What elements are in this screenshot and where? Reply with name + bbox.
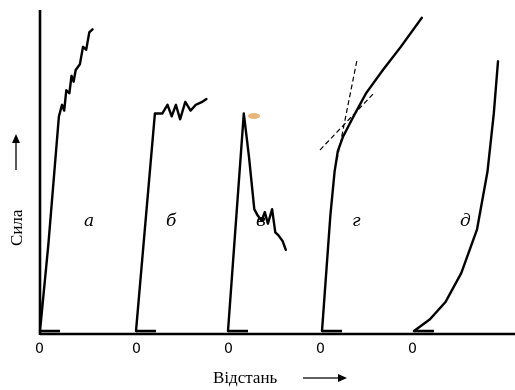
zero-tick-label: 0 — [224, 341, 233, 357]
peak-marker — [248, 113, 260, 119]
curve-g — [320, 16, 423, 333]
zero-tick-label: 0 — [132, 341, 141, 357]
tangent-line-steep — [336, 59, 358, 161]
y-axis-label: Сила — [7, 209, 26, 246]
panel-label-d: д — [460, 211, 471, 231]
panel-label-v: в — [256, 211, 266, 231]
zero-tick-label: 0 — [408, 341, 417, 357]
zero-tick-label: 0 — [316, 341, 325, 357]
x-axis-label: Відстань — [213, 368, 278, 387]
panel-label-b: б — [166, 211, 177, 231]
tangent-line-shallow — [319, 91, 376, 151]
zero-tick-label: 0 — [35, 341, 44, 357]
curve-d — [412, 60, 500, 333]
curve-v — [226, 112, 287, 333]
curve-b — [134, 97, 208, 333]
y-axis-arrowhead — [12, 134, 20, 143]
x-axis-arrowhead — [338, 374, 347, 382]
curve-a — [38, 28, 94, 333]
panel-label-a: а — [84, 211, 94, 231]
panel-label-g: г — [352, 211, 361, 231]
